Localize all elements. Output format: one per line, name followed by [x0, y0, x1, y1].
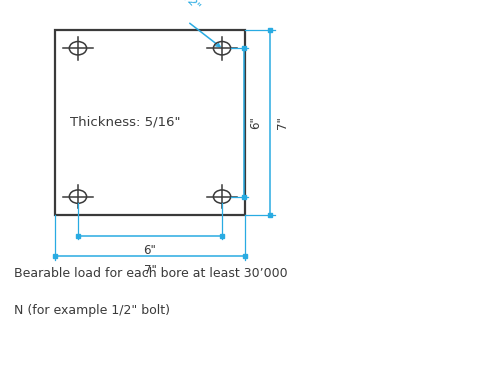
Text: 7": 7"	[144, 264, 156, 277]
Text: 6": 6"	[250, 116, 263, 129]
Text: 6": 6"	[144, 244, 156, 257]
Text: Thickness: 5/16": Thickness: 5/16"	[70, 116, 180, 129]
Text: Bearable load for each bore at least 30’000: Bearable load for each bore at least 30’…	[14, 267, 288, 280]
Text: 7": 7"	[276, 116, 289, 129]
Text: ø1/2": ø1/2"	[173, 0, 201, 12]
Bar	[55, 30, 245, 215]
Text: N (for example 1/2" bolt): N (for example 1/2" bolt)	[14, 304, 170, 317]
